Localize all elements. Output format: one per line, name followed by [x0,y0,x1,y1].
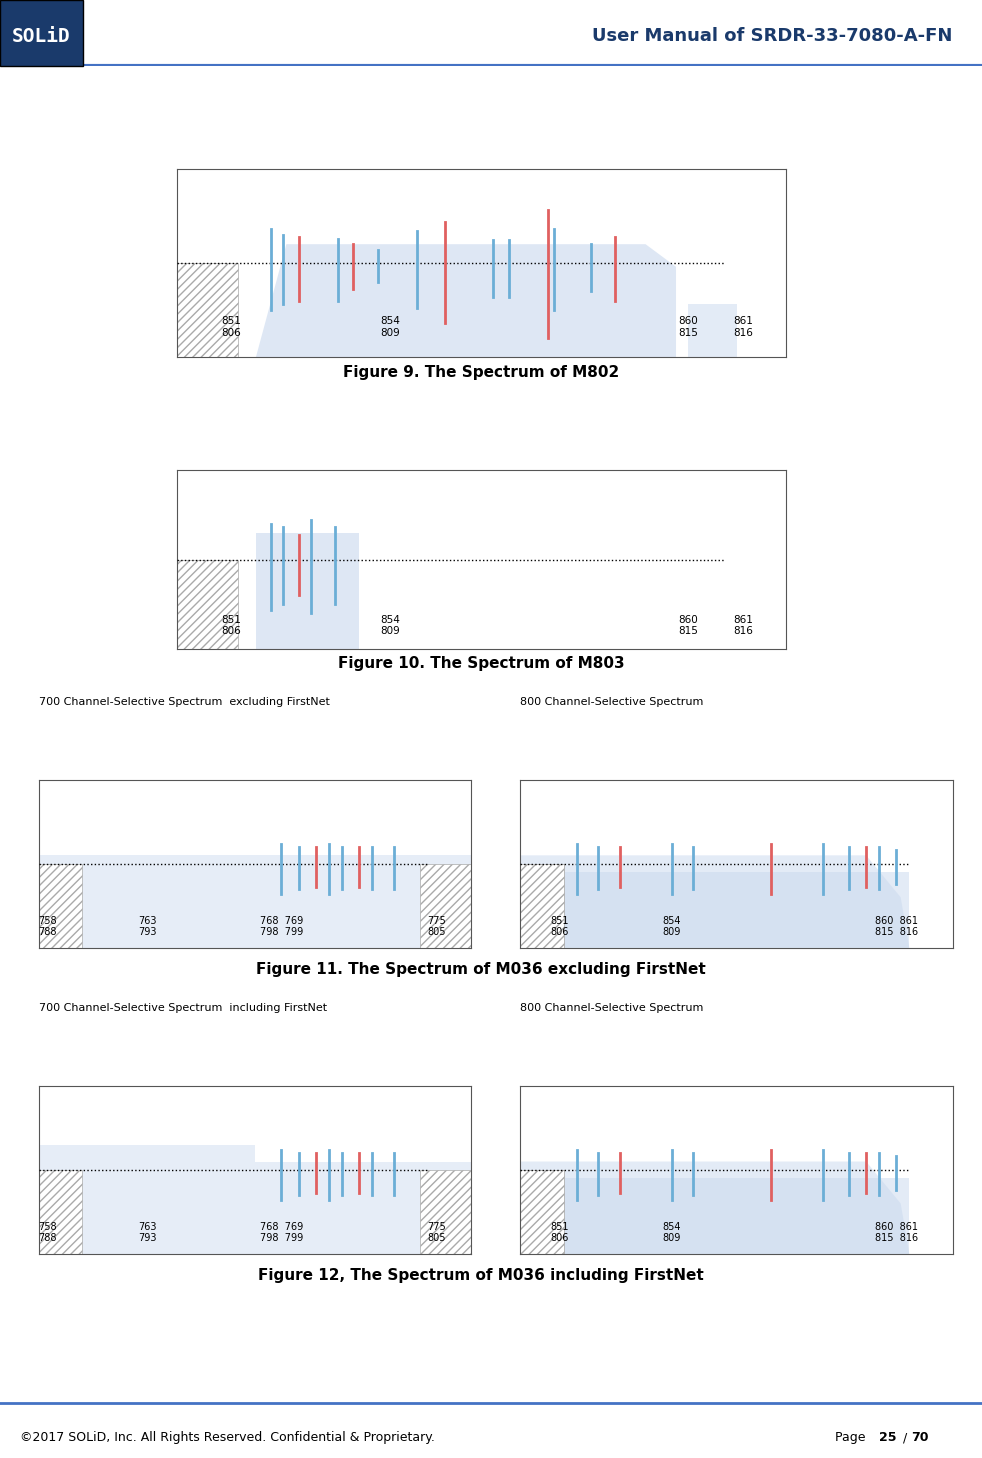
Text: 800 Channel-Selective Spectrum: 800 Channel-Selective Spectrum [520,697,704,707]
Text: Figure 12, The Spectrum of M036 including FirstNet: Figure 12, The Spectrum of M036 includin… [258,1268,704,1283]
Text: 860
815: 860 815 [679,316,698,338]
Bar [419,1169,471,1254]
Polygon shape [39,1145,255,1254]
Text: 860  861
815  816: 860 861 815 816 [875,916,918,937]
Text: 854
809: 854 809 [380,316,400,338]
Text: 854
809: 854 809 [663,916,681,937]
Text: 854
809: 854 809 [663,1222,681,1244]
Polygon shape [256,243,676,357]
Text: 860
815: 860 815 [679,615,698,636]
Bar [419,863,471,948]
Text: 758
788: 758 788 [38,1222,57,1244]
Text: 861
816: 861 816 [733,316,753,338]
Text: /: / [899,1432,910,1443]
Bar [520,863,564,948]
Text: 800 Channel-Selective Spectrum: 800 Channel-Selective Spectrum [520,1003,704,1013]
Text: 758
788: 758 788 [38,916,57,937]
Bar [39,863,82,948]
Polygon shape [39,856,471,948]
Text: 700 Channel-Selective Spectrum  including FirstNet: 700 Channel-Selective Spectrum including… [39,1003,327,1013]
Text: User Manual of SRDR-33-7080-A-FN: User Manual of SRDR-33-7080-A-FN [592,28,953,45]
Polygon shape [520,856,909,948]
Bar [520,863,564,948]
Text: Figure 9. The Spectrum of M802: Figure 9. The Spectrum of M802 [343,364,620,379]
Polygon shape [520,1162,909,1254]
Text: 763
793: 763 793 [138,916,156,937]
Text: 768  769
798  799: 768 769 798 799 [259,1222,302,1244]
Bar [177,560,238,649]
Text: Figure 10. The Spectrum of M803: Figure 10. The Spectrum of M803 [338,656,625,671]
Polygon shape [255,1162,471,1254]
Bar [177,262,238,357]
Text: 860  861
815  816: 860 861 815 816 [875,1222,918,1244]
Text: 768  769
798  799: 768 769 798 799 [259,916,302,937]
FancyBboxPatch shape [0,0,83,66]
Polygon shape [256,532,359,649]
Bar [520,1169,564,1254]
Text: 861
816: 861 816 [733,615,753,636]
Bar [688,305,736,357]
Text: 775
805: 775 805 [427,916,446,937]
Text: 775
805: 775 805 [427,1222,446,1244]
Text: Page: Page [835,1432,869,1443]
Text: 70: 70 [911,1432,929,1443]
Polygon shape [520,1178,909,1254]
Text: 851
806: 851 806 [222,615,242,636]
Text: 851
806: 851 806 [550,1222,569,1244]
Bar [520,1169,564,1254]
Text: SOLiD: SOLiD [12,26,71,45]
Bar [39,1169,82,1254]
Text: 25: 25 [879,1432,897,1443]
Text: 851
806: 851 806 [550,916,569,937]
Text: 851
806: 851 806 [222,316,242,338]
Polygon shape [520,872,909,948]
Text: 854
809: 854 809 [380,615,400,636]
Text: 700 Channel-Selective Spectrum  excluding FirstNet: 700 Channel-Selective Spectrum excluding… [39,697,330,707]
Text: ©2017 SOLiD, Inc. All Rights Reserved. Confidential & Proprietary.: ©2017 SOLiD, Inc. All Rights Reserved. C… [20,1432,434,1443]
Text: 763
793: 763 793 [138,1222,156,1244]
Text: Figure 11. The Spectrum of M036 excluding FirstNet: Figure 11. The Spectrum of M036 excludin… [256,962,706,977]
